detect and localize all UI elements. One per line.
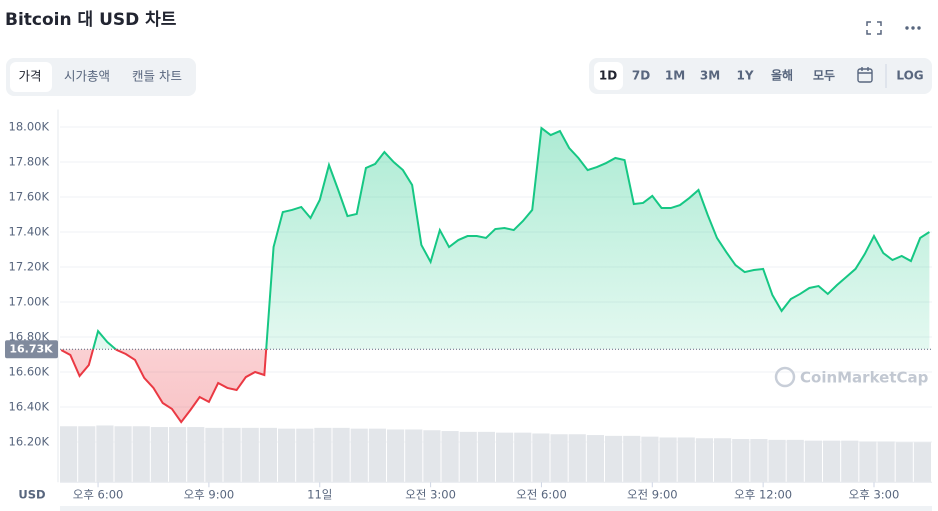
- log-button[interactable]: LOG: [896, 69, 923, 83]
- tab-group: [6, 58, 196, 96]
- x-tick-label: 오전 3:00: [405, 488, 456, 502]
- volume-bar: [223, 427, 241, 483]
- volume-bar: [132, 426, 150, 483]
- range-button[interactable]: 1Y: [736, 69, 753, 83]
- volume-bar: [677, 437, 695, 483]
- watermark: CoinMarketCap: [800, 369, 929, 387]
- y-tick-label: 16.40K: [9, 400, 50, 414]
- volume-bar: [459, 431, 477, 483]
- volume-bar: [659, 437, 677, 483]
- price-line-down: [60, 349, 268, 424]
- range-button[interactable]: 올해: [771, 69, 793, 83]
- x-tick-label: 11일: [307, 488, 332, 502]
- tab[interactable]: 시가총액: [64, 69, 110, 84]
- fullscreen-icon[interactable]: [866, 21, 882, 35]
- y-tick-label: 16.80K: [9, 330, 50, 344]
- bottom-bar: [60, 506, 932, 511]
- x-tick-label: 오후 12:00: [734, 488, 792, 502]
- volume-bar: [496, 432, 514, 483]
- volume-bar: [877, 441, 895, 483]
- volume-bar: [169, 427, 187, 483]
- volume-bar: [550, 434, 568, 483]
- volume-bar: [786, 439, 804, 483]
- more-icon[interactable]: [905, 26, 921, 30]
- volume-bar: [423, 430, 441, 483]
- volume-bar: [314, 427, 332, 483]
- volume-bar: [586, 435, 604, 483]
- volume-bar: [568, 434, 586, 483]
- y-tick-label: 16.20K: [9, 435, 50, 449]
- volume-bar: [714, 438, 732, 483]
- volume-bar: [350, 428, 368, 483]
- volume-bar: [296, 428, 314, 483]
- volume-bar: [859, 441, 877, 483]
- range-button[interactable]: 1M: [665, 69, 685, 83]
- volume-bar: [114, 426, 132, 483]
- volume-bar: [477, 431, 495, 483]
- volume-bar: [750, 439, 768, 483]
- range-button[interactable]: 1D: [599, 69, 617, 83]
- volume-bar: [623, 435, 641, 483]
- volume-bar: [150, 427, 168, 483]
- tab[interactable]: 가격: [18, 69, 41, 84]
- x-tick-label: 오후 9:00: [184, 488, 235, 502]
- volume-bar: [60, 426, 78, 483]
- y-tick-label: 17.80K: [9, 155, 50, 169]
- range-button[interactable]: 모두: [813, 69, 835, 83]
- y-tick-label: 17.40K: [9, 225, 50, 239]
- volume-bar: [187, 427, 205, 483]
- watermark-logo: [774, 366, 796, 388]
- volume-bar: [532, 433, 550, 483]
- volume-bar: [895, 442, 913, 483]
- range-selected: [594, 62, 623, 90]
- x-tick-label: 오전 9:00: [627, 488, 678, 502]
- y-tick-label: 17.60K: [9, 190, 50, 204]
- y-tick-label: 16.60K: [9, 365, 50, 379]
- volume-bar: [405, 429, 423, 483]
- y-tick-label: 17.20K: [9, 260, 50, 274]
- volume-bar: [823, 440, 841, 483]
- volume-bar: [695, 438, 713, 483]
- volume-bar: [514, 432, 532, 483]
- area-down: [61, 349, 930, 423]
- range-button[interactable]: 3M: [700, 69, 720, 83]
- tab[interactable]: 캔들 차트: [132, 69, 182, 84]
- volume-bar: [96, 425, 114, 483]
- y-tick-label: 17.00K: [9, 295, 50, 309]
- baseline-label-bg: [5, 340, 58, 359]
- volume-bar: [78, 426, 96, 483]
- x-tick-label: 오후 3:00: [849, 488, 900, 502]
- price-line-up: [61, 126, 930, 350]
- volume-bar: [641, 436, 659, 483]
- volume-bar: [205, 427, 223, 483]
- x-tick-label: 오전 6:00: [516, 488, 567, 502]
- range-button[interactable]: 7D: [632, 69, 650, 83]
- volume-bar: [332, 427, 350, 483]
- range-group: [589, 58, 932, 94]
- y-tick-label: 18.00K: [9, 120, 50, 134]
- volume-bar: [278, 428, 296, 483]
- volume-bar: [913, 442, 931, 483]
- volume-bar: [732, 439, 750, 483]
- calendar-icon[interactable]: [857, 67, 873, 83]
- x-tick-label: 오후 6:00: [73, 488, 124, 502]
- area-up: [61, 128, 930, 350]
- volume-bar: [368, 428, 386, 483]
- volume-bar: [841, 440, 859, 483]
- volume-bar: [605, 435, 623, 483]
- chart-title: Bitcoin 대 USD 차트: [5, 10, 177, 30]
- volume-bar: [768, 439, 786, 483]
- baseline-label: 16.73K: [9, 342, 53, 355]
- volume-bar: [259, 427, 277, 483]
- volume-bar: [804, 440, 822, 483]
- volume-bar: [241, 427, 259, 483]
- axis-unit: USD: [18, 488, 45, 502]
- volume-bar: [441, 431, 459, 483]
- tab-selected: [10, 62, 52, 92]
- volume-bar: [387, 429, 405, 483]
